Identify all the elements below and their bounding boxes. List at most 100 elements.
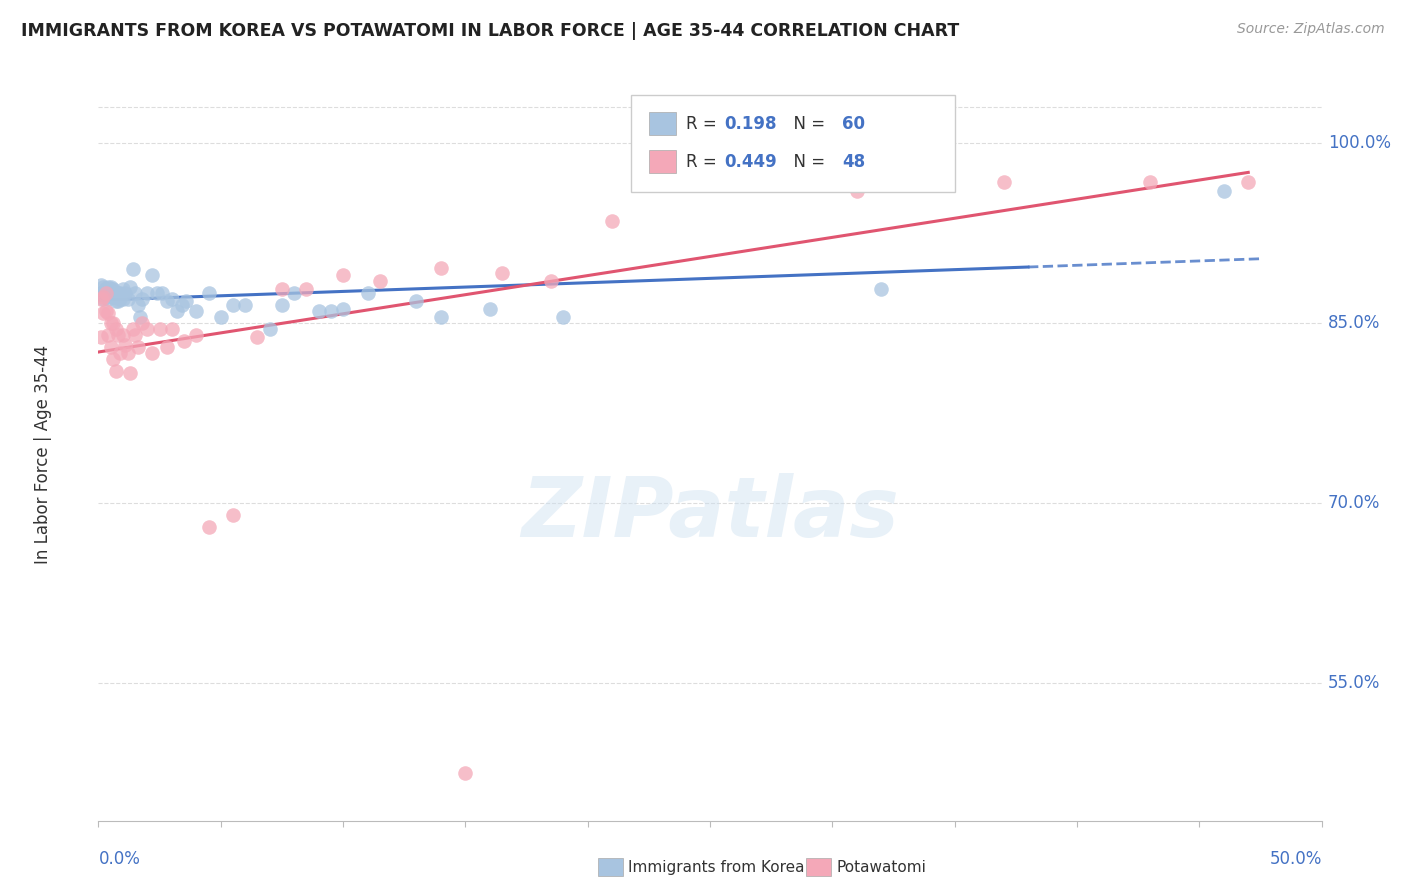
Point — [332, 301, 354, 316]
Point — [1139, 175, 1161, 189]
Point — [101, 316, 124, 330]
Point — [270, 282, 294, 296]
Text: Source: ZipAtlas.com: Source: ZipAtlas.com — [1237, 22, 1385, 37]
Point — [131, 292, 153, 306]
Point — [90, 330, 112, 344]
Point — [540, 274, 562, 288]
Point — [111, 292, 134, 306]
Point — [259, 322, 281, 336]
Point — [233, 298, 256, 312]
Point — [150, 286, 173, 301]
Point — [173, 334, 195, 348]
Point — [993, 175, 1015, 189]
Point — [295, 282, 318, 296]
Point — [91, 280, 114, 294]
Point — [356, 286, 378, 301]
Point — [156, 340, 179, 354]
Point — [308, 304, 330, 318]
Point — [100, 280, 122, 294]
Point — [166, 304, 188, 318]
Point — [127, 340, 149, 354]
FancyBboxPatch shape — [648, 112, 676, 136]
Point — [222, 298, 245, 312]
Point — [131, 316, 153, 330]
Point — [94, 286, 117, 301]
Point — [146, 286, 169, 301]
Point — [121, 262, 143, 277]
Point — [111, 282, 134, 296]
Point — [91, 306, 114, 320]
Point — [149, 322, 172, 336]
Point — [101, 351, 124, 366]
Point — [136, 286, 159, 301]
Point — [97, 280, 120, 294]
Point — [104, 322, 127, 336]
Point — [100, 282, 122, 296]
Point — [870, 282, 893, 296]
Point — [270, 298, 294, 312]
Point — [97, 306, 120, 320]
Point — [110, 346, 132, 360]
Point — [94, 286, 117, 301]
Point — [104, 294, 127, 309]
Point — [156, 294, 179, 309]
Point — [222, 508, 245, 522]
Point — [124, 286, 146, 301]
Point — [94, 282, 117, 296]
Point — [405, 294, 427, 309]
Point — [170, 298, 193, 312]
Point — [91, 286, 114, 301]
Point — [121, 322, 143, 336]
Point — [491, 266, 513, 280]
Point — [246, 330, 269, 344]
Point — [454, 765, 477, 780]
Point — [91, 290, 114, 304]
Point — [114, 337, 136, 351]
Text: IMMIGRANTS FROM KOREA VS POTAWATOMI IN LABOR FORCE | AGE 35-44 CORRELATION CHART: IMMIGRANTS FROM KOREA VS POTAWATOMI IN L… — [21, 22, 959, 40]
Point — [97, 292, 120, 306]
Text: N =: N = — [783, 114, 831, 133]
Text: 0.0%: 0.0% — [98, 850, 141, 868]
Point — [120, 367, 142, 381]
Point — [107, 286, 129, 301]
Point — [1237, 175, 1260, 189]
Point — [136, 322, 159, 336]
Text: N =: N = — [783, 153, 831, 170]
Text: 0.449: 0.449 — [724, 153, 778, 170]
Text: 55.0%: 55.0% — [1327, 673, 1381, 691]
Point — [197, 286, 219, 301]
Point — [186, 304, 208, 318]
Point — [600, 214, 623, 228]
Point — [104, 364, 127, 378]
Point — [283, 286, 305, 301]
Point — [124, 328, 146, 343]
Text: 0.198: 0.198 — [724, 114, 778, 133]
Point — [1212, 184, 1234, 198]
Text: Immigrants from Korea: Immigrants from Korea — [628, 860, 806, 874]
Point — [209, 310, 232, 324]
FancyBboxPatch shape — [648, 150, 676, 173]
Text: 70.0%: 70.0% — [1327, 494, 1381, 512]
Text: ZIPatlas: ZIPatlas — [522, 473, 898, 554]
Point — [430, 310, 453, 324]
Point — [100, 340, 122, 354]
Point — [430, 260, 453, 275]
Point — [94, 304, 117, 318]
Point — [319, 304, 342, 318]
Text: 85.0%: 85.0% — [1327, 314, 1381, 332]
Point — [90, 277, 112, 292]
Point — [90, 292, 112, 306]
Point — [110, 286, 132, 301]
Point — [110, 292, 132, 306]
Point — [94, 282, 117, 296]
Point — [114, 286, 136, 301]
Point — [117, 346, 139, 360]
Point — [845, 184, 868, 198]
Point — [91, 292, 114, 306]
Point — [176, 294, 198, 309]
Text: R =: R = — [686, 153, 721, 170]
Text: 48: 48 — [842, 153, 865, 170]
Point — [675, 175, 697, 189]
Text: 50.0%: 50.0% — [1270, 850, 1322, 868]
Point — [127, 298, 149, 312]
